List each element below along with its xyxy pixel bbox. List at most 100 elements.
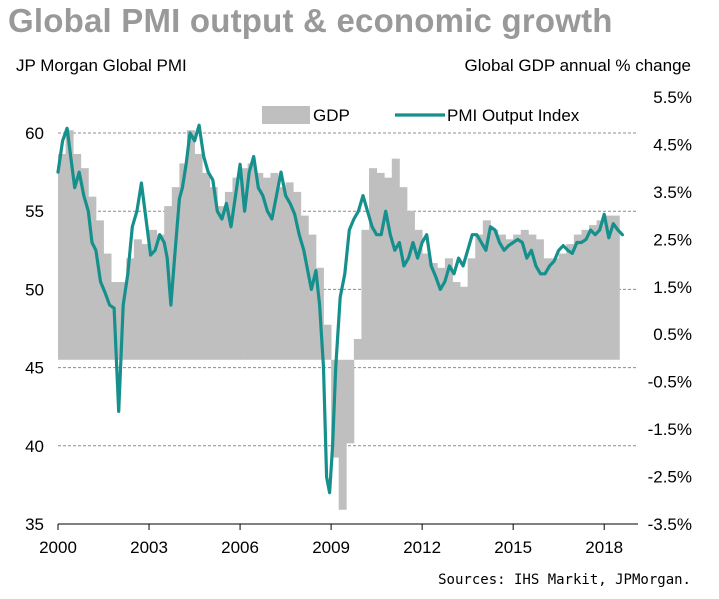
legend-pmi-label: PMI Output Index [447, 106, 580, 125]
x-tick-label: 2003 [130, 538, 168, 557]
gdp-bar [369, 168, 378, 360]
gdp-bar [467, 258, 476, 360]
gdp-bar [414, 229, 423, 360]
gdp-bar [300, 215, 309, 360]
gdp-bar [452, 282, 461, 360]
gdp-bar [270, 172, 279, 360]
x-tick-label: 2006 [221, 538, 259, 557]
gdp-bar [505, 239, 514, 360]
gdp-bar [73, 153, 82, 360]
gdp-bar [88, 196, 97, 360]
gdp-bar [179, 163, 188, 360]
gdp-bar [399, 187, 408, 360]
gdp-bar [528, 234, 537, 360]
right-tick-label: 2.5% [653, 230, 692, 249]
gdp-bar [262, 177, 271, 360]
gdp-bar [323, 324, 332, 360]
gdp-bar [573, 234, 582, 360]
right-tick-label: 4.5% [653, 135, 692, 154]
gdp-bar [589, 225, 598, 360]
right-tick-label: -3.5% [648, 515, 692, 534]
gdp-bar [80, 168, 89, 360]
gdp-bar [133, 239, 142, 360]
gdp-bar [308, 234, 317, 360]
gdp-bar [171, 187, 180, 360]
gdp-bar [558, 253, 567, 360]
legend-gdp-label: GDP [313, 106, 350, 125]
gdp-bar [543, 258, 552, 360]
gdp-bar [285, 182, 294, 360]
gdp-bar [444, 258, 453, 360]
gdp-bar [566, 244, 575, 360]
axis-labels: 2000 2003 2006 2009 2012 2015 2018 35 40 45 50 55 60… [25, 88, 692, 557]
gdp-bar [384, 177, 393, 360]
gdp-bar [422, 253, 431, 360]
left-tick-label: 60 [25, 124, 44, 143]
pmi-line-layer [56, 123, 625, 495]
gdp-bar [126, 258, 135, 360]
gdp-bar [202, 172, 211, 360]
chart-title: Global PMI output & economic growth [8, 2, 613, 39]
x-tick-label: 2009 [312, 538, 350, 557]
gdp-bar [232, 177, 241, 360]
left-tick-label: 40 [25, 437, 44, 456]
x-tick-label: 2012 [403, 538, 441, 557]
gdp-bar [278, 187, 286, 360]
x-tick-label: 2000 [39, 538, 77, 557]
gdp-bar [437, 267, 446, 360]
left-tick-label: 35 [25, 515, 44, 534]
gdp-bar [513, 234, 522, 360]
right-tick-label: 0.5% [653, 325, 692, 344]
x-tick-label: 2015 [494, 538, 532, 557]
gdp-bar [103, 253, 112, 360]
gdp-bar [149, 229, 158, 360]
gdp-bar [611, 215, 620, 360]
gdp-bar [460, 286, 469, 360]
gdp-bar [255, 172, 264, 360]
gdp-bar [535, 239, 544, 360]
gdp-bar [141, 244, 150, 360]
gdp-bar [475, 234, 484, 360]
gdp-bar [482, 220, 491, 360]
left-tick-label: 45 [25, 359, 44, 378]
x-tick-label: 2018 [585, 538, 623, 557]
gdp-bar [240, 168, 249, 360]
gdp-bar [361, 229, 370, 360]
left-tick-label: 50 [25, 280, 44, 299]
right-tick-label: -1.5% [648, 420, 692, 439]
gdp-bar [217, 206, 226, 360]
gdp-bar [391, 158, 400, 360]
pmi-line [56, 123, 625, 495]
left-axis-title: JP Morgan Global PMI [16, 56, 187, 75]
gdp-bar [429, 263, 438, 360]
gdp-bar [65, 130, 74, 360]
legend-gdp-swatch [262, 106, 310, 124]
source-note: Sources: IHS Markit, JPMorgan. [438, 572, 691, 588]
gdp-bar [156, 234, 165, 360]
gdp-bar [247, 163, 256, 360]
right-axis-title: Global GDP annual % change [464, 56, 691, 75]
legend: GDP PMI Output Index [262, 106, 580, 125]
gdp-bar [186, 130, 195, 360]
gdp-bar [224, 191, 233, 360]
gdp-bar [604, 215, 613, 360]
right-tick-label: 1.5% [653, 278, 692, 297]
right-tick-label: -0.5% [648, 373, 692, 392]
gdp-bar [520, 229, 529, 360]
gdp-bar [551, 258, 560, 360]
gdp-bar [596, 220, 605, 360]
right-tick-label: -2.5% [648, 468, 692, 487]
left-tick-label: 55 [25, 202, 44, 221]
gdp-bar [406, 210, 415, 360]
gdp-bar [293, 191, 302, 360]
gdp-bar [376, 172, 385, 360]
gdp-bar [581, 229, 590, 360]
gdp-bar [490, 229, 499, 360]
gdp-bar [209, 187, 218, 360]
gdp-bar [338, 359, 347, 510]
gdp-bar [353, 338, 362, 360]
gdp-bar [95, 220, 104, 360]
gdp-bar [498, 234, 506, 360]
right-tick-label: 5.5% [653, 88, 692, 107]
